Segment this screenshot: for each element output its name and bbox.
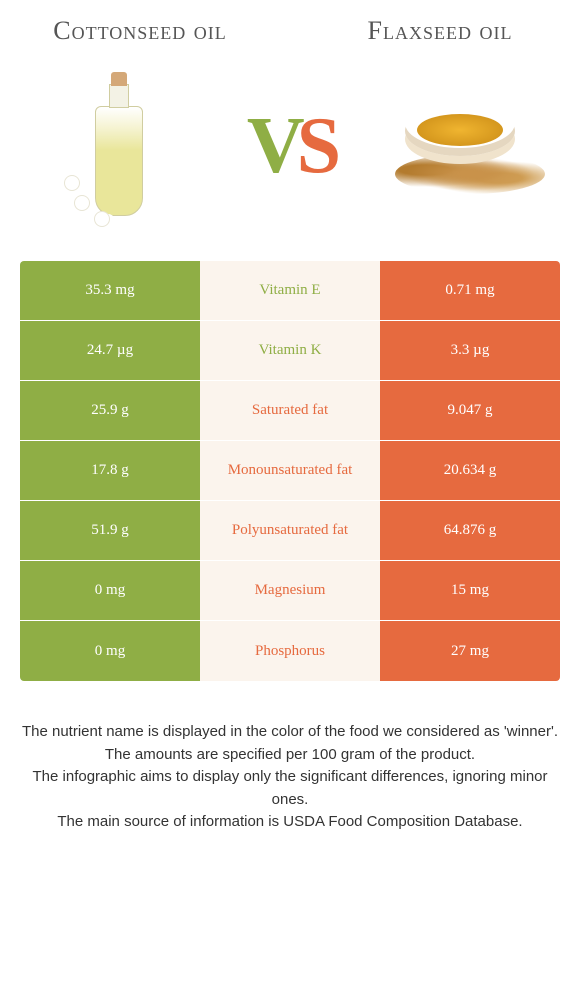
cottonseed-bottle-icon bbox=[65, 66, 165, 226]
table-row: 35.3 mgVitamin E0.71 mg bbox=[20, 261, 560, 321]
table-row: 0 mgPhosphorus27 mg bbox=[20, 621, 560, 681]
nutrient-label-cell: Monounsaturated fat bbox=[200, 441, 380, 500]
nutrient-comparison-table: 35.3 mgVitamin E0.71 mg24.7 µgVitamin K3… bbox=[20, 261, 560, 681]
footer-notes: The nutrient name is displayed in the co… bbox=[0, 681, 580, 854]
left-value-cell: 0 mg bbox=[20, 561, 200, 620]
header-row: Cottonseed oil Flaxseed oil bbox=[0, 0, 580, 51]
right-value-cell: 64.876 g bbox=[380, 501, 560, 560]
vs-s-letter: S bbox=[297, 102, 334, 190]
footer-line-3: The infographic aims to display only the… bbox=[20, 766, 560, 811]
right-value-cell: 15 mg bbox=[380, 561, 560, 620]
footer-line-4: The main source of information is USDA F… bbox=[20, 811, 560, 834]
nutrient-label-cell: Vitamin K bbox=[200, 321, 380, 380]
table-row: 24.7 µgVitamin K3.3 µg bbox=[20, 321, 560, 381]
left-value-cell: 25.9 g bbox=[20, 381, 200, 440]
left-value-cell: 35.3 mg bbox=[20, 261, 200, 320]
vs-v-letter: V bbox=[247, 102, 297, 190]
footer-line-2: The amounts are specified per 100 gram o… bbox=[20, 744, 560, 767]
table-row: 25.9 gSaturated fat9.047 g bbox=[20, 381, 560, 441]
nutrient-label-cell: Magnesium bbox=[200, 561, 380, 620]
right-value-cell: 20.634 g bbox=[380, 441, 560, 500]
vs-label: VS bbox=[247, 101, 333, 192]
left-value-cell: 17.8 g bbox=[20, 441, 200, 500]
left-value-cell: 24.7 µg bbox=[20, 321, 200, 380]
nutrient-label-cell: Phosphorus bbox=[200, 621, 380, 681]
table-row: 51.9 gPolyunsaturated fat64.876 g bbox=[20, 501, 560, 561]
right-product-image bbox=[380, 61, 550, 231]
hero-row: VS bbox=[0, 51, 580, 261]
footer-line-1: The nutrient name is displayed in the co… bbox=[20, 721, 560, 744]
left-value-cell: 0 mg bbox=[20, 621, 200, 681]
right-value-cell: 0.71 mg bbox=[380, 261, 560, 320]
flaxseed-bowl-icon bbox=[385, 86, 545, 206]
right-product-title: Flaxseed oil bbox=[340, 15, 540, 46]
table-row: 17.8 gMonounsaturated fat20.634 g bbox=[20, 441, 560, 501]
right-value-cell: 9.047 g bbox=[380, 381, 560, 440]
left-product-image bbox=[30, 61, 200, 231]
right-value-cell: 27 mg bbox=[380, 621, 560, 681]
nutrient-label-cell: Saturated fat bbox=[200, 381, 380, 440]
left-value-cell: 51.9 g bbox=[20, 501, 200, 560]
right-value-cell: 3.3 µg bbox=[380, 321, 560, 380]
nutrient-label-cell: Polyunsaturated fat bbox=[200, 501, 380, 560]
table-row: 0 mgMagnesium15 mg bbox=[20, 561, 560, 621]
left-product-title: Cottonseed oil bbox=[40, 15, 240, 46]
nutrient-label-cell: Vitamin E bbox=[200, 261, 380, 320]
